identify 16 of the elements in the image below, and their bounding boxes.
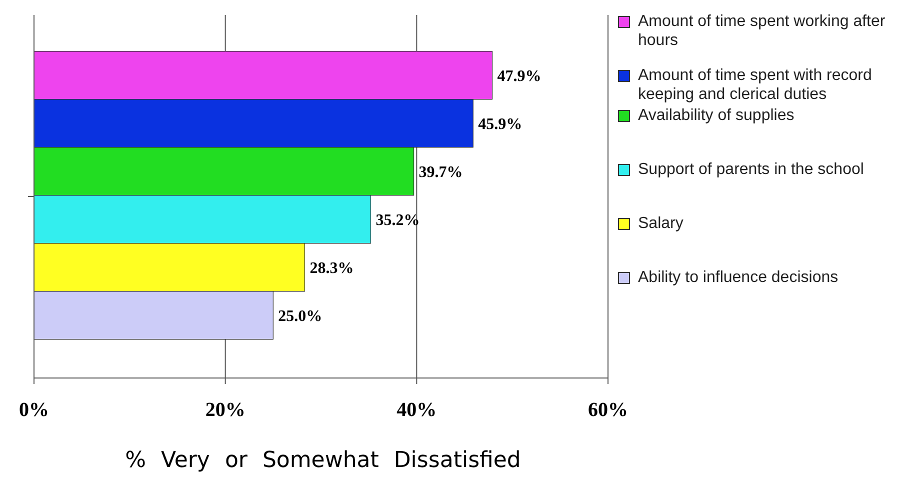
legend-label: Availability of supplies — [638, 106, 794, 125]
data-label: 28.3% — [310, 260, 354, 277]
data-label: 45.9% — [478, 116, 522, 133]
legend-label: Salary — [638, 214, 684, 233]
x-tick-label: 60% — [588, 399, 628, 422]
data-label: 39.7% — [418, 164, 463, 181]
x-tick-label: 20% — [205, 399, 246, 422]
legend-label: Amount of time spent with record keeping and clerical duties — [638, 66, 873, 104]
data-label: 25.0% — [278, 308, 322, 325]
x-tick-label: 40% — [396, 399, 437, 422]
legend-label: Support of parents in the school — [638, 160, 864, 179]
x-tick-label: 0% — [19, 399, 49, 422]
legend-label: Ability to influence decisions — [638, 268, 838, 287]
legend-label: Amount of time spent working after hours — [638, 12, 886, 50]
data-label: 47.9% — [497, 68, 542, 85]
x-axis-title: % Very or Somewhat Dissatisfied — [124, 448, 522, 473]
